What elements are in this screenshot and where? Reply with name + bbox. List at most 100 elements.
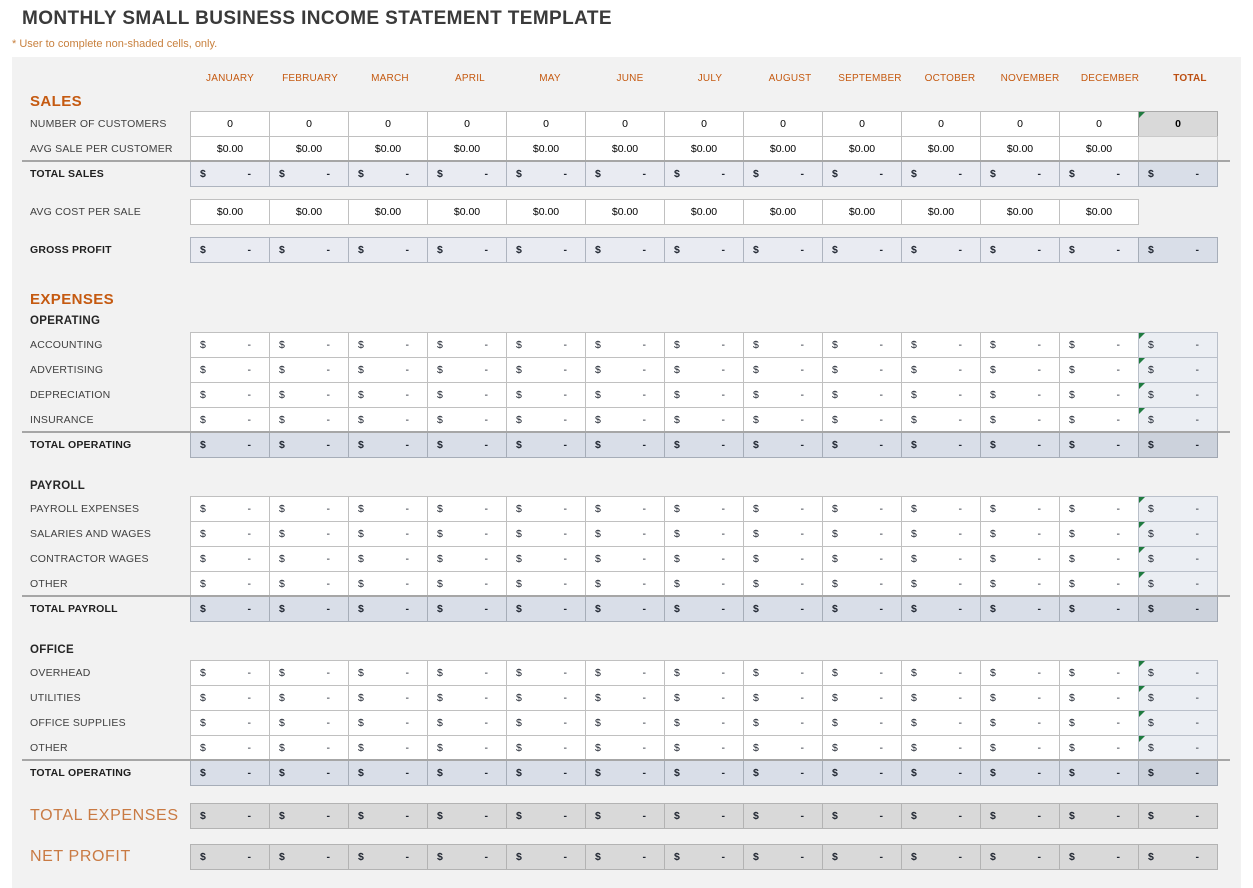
cell-insurance-july[interactable]: $ - (664, 407, 744, 433)
cell-advertising-july[interactable]: $ - (664, 357, 744, 383)
cell-number-of-customers-june[interactable]: 0 (585, 111, 665, 137)
cell-total-operating-october[interactable]: $ - (901, 432, 981, 458)
cell-utilities-july[interactable]: $ - (664, 685, 744, 711)
cell-office-supplies-september[interactable]: $ - (822, 710, 902, 736)
cell-other-payroll-august[interactable]: $ - (743, 571, 823, 597)
cell-total-operating-office-november[interactable]: $ - (980, 760, 1060, 786)
cell-avg-sale-per-customer-february[interactable]: $0.00 (269, 136, 349, 162)
cell-advertising-june[interactable]: $ - (585, 357, 665, 383)
cell-avg-cost-per-sale-october[interactable]: $0.00 (901, 199, 981, 225)
cell-gross-profit-january[interactable]: $ - (190, 237, 270, 263)
cell-total-operating-august[interactable]: $ - (743, 432, 823, 458)
cell-total-sales-september[interactable]: $ - (822, 161, 902, 187)
cell-depreciation-april[interactable]: $ - (427, 382, 507, 408)
cell-total-operating-office-january[interactable]: $ - (190, 760, 270, 786)
cell-avg-cost-per-sale-december[interactable]: $0.00 (1059, 199, 1139, 225)
cell-total-operating-office-july[interactable]: $ - (664, 760, 744, 786)
cell-total-expenses-total[interactable]: $ - (1138, 803, 1218, 829)
cell-total-operating-office-june[interactable]: $ - (585, 760, 665, 786)
cell-total-expenses-april[interactable]: $ - (427, 803, 507, 829)
cell-payroll-expenses-november[interactable]: $ - (980, 496, 1060, 522)
cell-overhead-february[interactable]: $ - (269, 660, 349, 686)
cell-insurance-april[interactable]: $ - (427, 407, 507, 433)
cell-utilities-august[interactable]: $ - (743, 685, 823, 711)
cell-total-payroll-september[interactable]: $ - (822, 596, 902, 622)
cell-total-expenses-march[interactable]: $ - (348, 803, 428, 829)
cell-other-office-january[interactable]: $ - (190, 735, 270, 761)
cell-salaries-and-wages-august[interactable]: $ - (743, 521, 823, 547)
cell-total-sales-february[interactable]: $ - (269, 161, 349, 187)
cell-advertising-august[interactable]: $ - (743, 357, 823, 383)
cell-salaries-and-wages-march[interactable]: $ - (348, 521, 428, 547)
cell-number-of-customers-december[interactable]: 0 (1059, 111, 1139, 137)
cell-total-sales-july[interactable]: $ - (664, 161, 744, 187)
cell-overhead-september[interactable]: $ - (822, 660, 902, 686)
cell-net-profit-may[interactable]: $ - (506, 844, 586, 870)
cell-contractor-wages-may[interactable]: $ - (506, 546, 586, 572)
cell-depreciation-december[interactable]: $ - (1059, 382, 1139, 408)
cell-utilities-september[interactable]: $ - (822, 685, 902, 711)
cell-payroll-expenses-july[interactable]: $ - (664, 496, 744, 522)
cell-total-expenses-october[interactable]: $ - (901, 803, 981, 829)
cell-total-operating-office-may[interactable]: $ - (506, 760, 586, 786)
cell-avg-cost-per-sale-march[interactable]: $0.00 (348, 199, 428, 225)
cell-total-sales-october[interactable]: $ - (901, 161, 981, 187)
cell-advertising-november[interactable]: $ - (980, 357, 1060, 383)
cell-gross-profit-june[interactable]: $ - (585, 237, 665, 263)
cell-insurance-total[interactable]: $ - (1138, 407, 1218, 433)
cell-total-sales-june[interactable]: $ - (585, 161, 665, 187)
cell-office-supplies-total[interactable]: $ - (1138, 710, 1218, 736)
cell-payroll-expenses-february[interactable]: $ - (269, 496, 349, 522)
cell-total-payroll-june[interactable]: $ - (585, 596, 665, 622)
cell-other-payroll-may[interactable]: $ - (506, 571, 586, 597)
cell-payroll-expenses-may[interactable]: $ - (506, 496, 586, 522)
cell-contractor-wages-november[interactable]: $ - (980, 546, 1060, 572)
cell-total-operating-total[interactable]: $ - (1138, 432, 1218, 458)
cell-salaries-and-wages-may[interactable]: $ - (506, 521, 586, 547)
cell-advertising-total[interactable]: $ - (1138, 357, 1218, 383)
cell-advertising-january[interactable]: $ - (190, 357, 270, 383)
cell-net-profit-february[interactable]: $ - (269, 844, 349, 870)
cell-gross-profit-september[interactable]: $ - (822, 237, 902, 263)
cell-salaries-and-wages-december[interactable]: $ - (1059, 521, 1139, 547)
cell-accounting-march[interactable]: $ - (348, 332, 428, 358)
cell-total-expenses-august[interactable]: $ - (743, 803, 823, 829)
cell-other-payroll-march[interactable]: $ - (348, 571, 428, 597)
cell-office-supplies-april[interactable]: $ - (427, 710, 507, 736)
cell-total-expenses-july[interactable]: $ - (664, 803, 744, 829)
cell-other-office-october[interactable]: $ - (901, 735, 981, 761)
cell-number-of-customers-july[interactable]: 0 (664, 111, 744, 137)
cell-contractor-wages-october[interactable]: $ - (901, 546, 981, 572)
cell-contractor-wages-january[interactable]: $ - (190, 546, 270, 572)
cell-total-operating-office-february[interactable]: $ - (269, 760, 349, 786)
cell-other-office-june[interactable]: $ - (585, 735, 665, 761)
cell-avg-sale-per-customer-september[interactable]: $0.00 (822, 136, 902, 162)
cell-net-profit-august[interactable]: $ - (743, 844, 823, 870)
cell-depreciation-june[interactable]: $ - (585, 382, 665, 408)
cell-avg-cost-per-sale-august[interactable]: $0.00 (743, 199, 823, 225)
cell-avg-sale-per-customer-july[interactable]: $0.00 (664, 136, 744, 162)
cell-other-payroll-total[interactable]: $ - (1138, 571, 1218, 597)
cell-office-supplies-february[interactable]: $ - (269, 710, 349, 736)
cell-office-supplies-august[interactable]: $ - (743, 710, 823, 736)
cell-avg-sale-per-customer-january[interactable]: $0.00 (190, 136, 270, 162)
cell-insurance-january[interactable]: $ - (190, 407, 270, 433)
cell-net-profit-march[interactable]: $ - (348, 844, 428, 870)
cell-depreciation-november[interactable]: $ - (980, 382, 1060, 408)
cell-accounting-february[interactable]: $ - (269, 332, 349, 358)
cell-gross-profit-total[interactable]: $ - (1138, 237, 1218, 263)
cell-total-operating-june[interactable]: $ - (585, 432, 665, 458)
cell-utilities-may[interactable]: $ - (506, 685, 586, 711)
cell-overhead-december[interactable]: $ - (1059, 660, 1139, 686)
cell-depreciation-may[interactable]: $ - (506, 382, 586, 408)
cell-number-of-customers-may[interactable]: 0 (506, 111, 586, 137)
cell-number-of-customers-april[interactable]: 0 (427, 111, 507, 137)
cell-accounting-june[interactable]: $ - (585, 332, 665, 358)
cell-net-profit-december[interactable]: $ - (1059, 844, 1139, 870)
cell-total-payroll-november[interactable]: $ - (980, 596, 1060, 622)
cell-salaries-and-wages-january[interactable]: $ - (190, 521, 270, 547)
cell-total-operating-april[interactable]: $ - (427, 432, 507, 458)
cell-other-payroll-december[interactable]: $ - (1059, 571, 1139, 597)
cell-avg-cost-per-sale-january[interactable]: $0.00 (190, 199, 270, 225)
cell-other-office-total[interactable]: $ - (1138, 735, 1218, 761)
